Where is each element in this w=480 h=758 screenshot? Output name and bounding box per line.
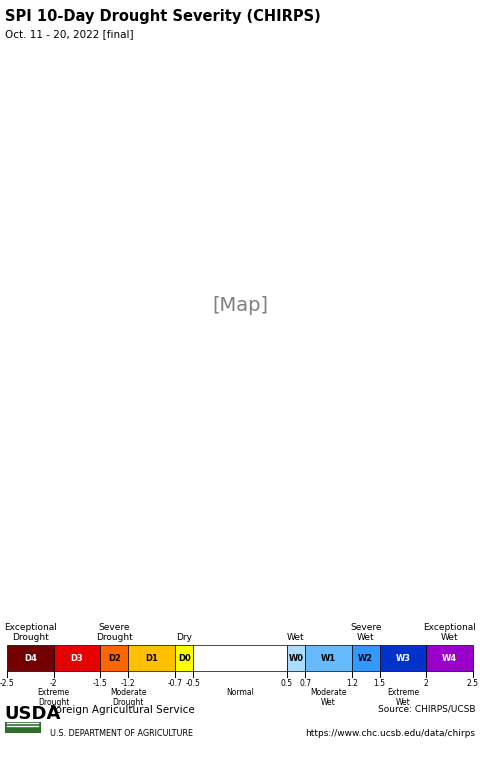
Text: Extreme
Wet: Extreme Wet [387, 688, 419, 707]
Text: D2: D2 [108, 653, 121, 662]
Bar [193, 645, 287, 672]
Text: -0.5: -0.5 [186, 679, 201, 688]
Text: D0: D0 [178, 653, 191, 662]
Text: D1: D1 [145, 653, 158, 662]
Text: Severe
Wet: Severe Wet [350, 623, 382, 643]
Text: Exceptional
Wet: Exceptional Wet [423, 623, 476, 643]
Text: -0.7: -0.7 [168, 679, 182, 688]
Bar [7, 645, 54, 672]
Text: Foreign Agricultural Service: Foreign Agricultural Service [50, 705, 195, 715]
Text: USDA: USDA [5, 705, 61, 722]
Text: 2.5: 2.5 [467, 679, 479, 688]
Bar [305, 645, 352, 672]
Bar [287, 645, 305, 672]
Text: 1.2: 1.2 [346, 679, 358, 688]
Text: Moderate
Drought: Moderate Drought [110, 688, 146, 707]
Text: Normal: Normal [226, 688, 254, 697]
Bar [100, 645, 128, 672]
Text: Severe
Drought: Severe Drought [96, 623, 132, 643]
Text: Dry: Dry [176, 634, 192, 643]
Bar [352, 645, 380, 672]
Text: W0: W0 [288, 653, 303, 662]
Text: D3: D3 [71, 653, 84, 662]
Text: -2.5: -2.5 [0, 679, 14, 688]
Bar [175, 645, 193, 672]
Text: -1.2: -1.2 [121, 679, 135, 688]
Text: Wet: Wet [287, 634, 305, 643]
Text: D4: D4 [24, 653, 37, 662]
Text: 0.7: 0.7 [299, 679, 311, 688]
Text: SPI 10-Day Drought Severity (CHIRPS): SPI 10-Day Drought Severity (CHIRPS) [5, 9, 321, 24]
Bar [128, 645, 175, 672]
Text: 1.5: 1.5 [373, 679, 386, 688]
Text: -2: -2 [50, 679, 58, 688]
Text: 2: 2 [424, 679, 429, 688]
Text: Extreme
Drought: Extreme Drought [38, 688, 70, 707]
Bar [380, 645, 426, 672]
Text: [Map]: [Map] [212, 296, 268, 315]
Text: Exceptional
Drought: Exceptional Drought [4, 623, 57, 643]
Text: U.S. DEPARTMENT OF AGRICULTURE: U.S. DEPARTMENT OF AGRICULTURE [50, 729, 193, 738]
Text: W4: W4 [442, 653, 457, 662]
Text: W1: W1 [321, 653, 336, 662]
Bar [5, 722, 41, 732]
Bar [54, 645, 100, 672]
Text: 0.5: 0.5 [280, 679, 293, 688]
Text: -1.5: -1.5 [93, 679, 108, 688]
Text: W3: W3 [396, 653, 410, 662]
Text: W2: W2 [358, 653, 373, 662]
Text: Moderate
Wet: Moderate Wet [310, 688, 347, 707]
Text: Oct. 11 - 20, 2022 [final]: Oct. 11 - 20, 2022 [final] [5, 30, 133, 39]
Bar [426, 645, 473, 672]
Text: https://www.chc.ucsb.edu/data/chirps: https://www.chc.ucsb.edu/data/chirps [305, 729, 475, 738]
Text: Source: CHIRPS/UCSB: Source: CHIRPS/UCSB [378, 705, 475, 713]
